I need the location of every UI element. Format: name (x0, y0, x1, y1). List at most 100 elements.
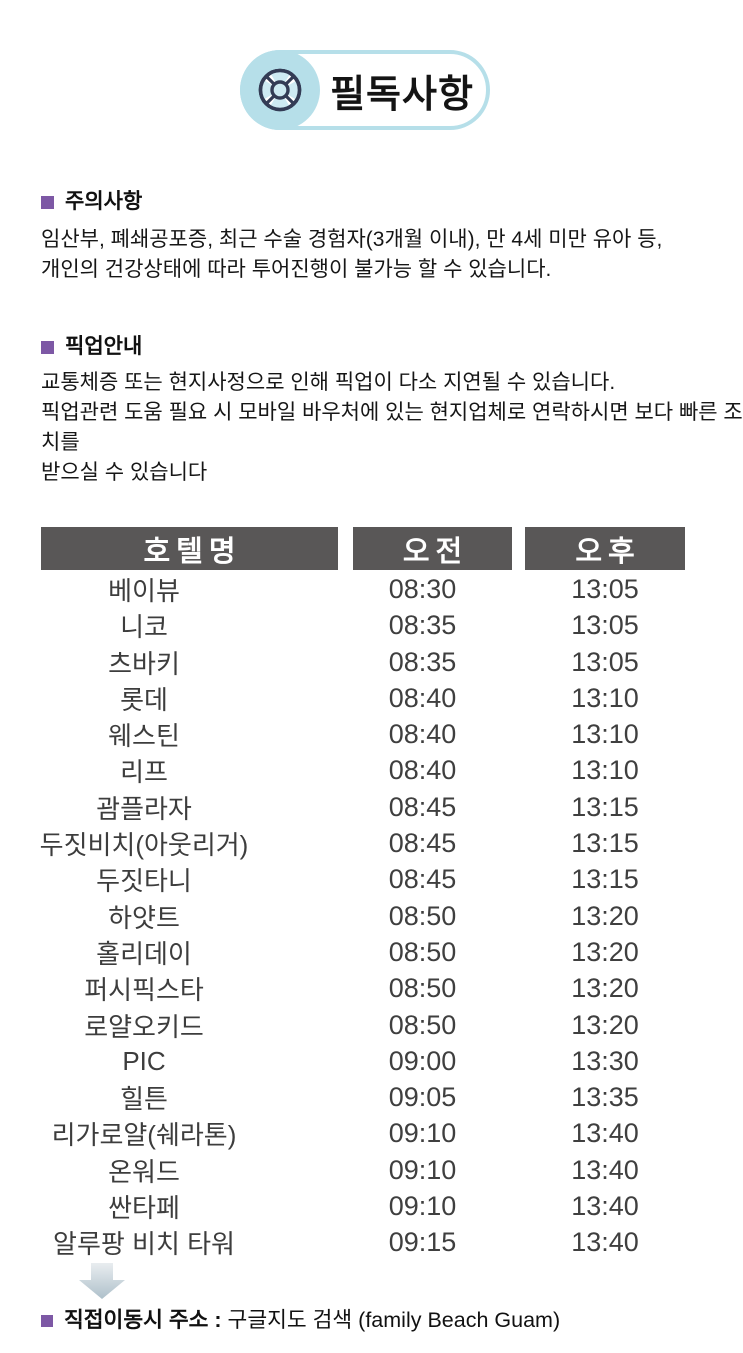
am-time-cell: 08:50 (388, 973, 457, 1004)
header-gap (512, 527, 525, 570)
pickup-table-body: 베이뷰 08:30 13:05 니코 08:35 13:05 츠바키 08:35… (39, 571, 687, 1261)
hotel-name-cell: 알루팡 비치 타워 (53, 1229, 235, 1260)
hotel-name-cell: 괌플라자 (96, 793, 192, 824)
caution-heading: 주의사항 (41, 190, 142, 214)
caution-line-1: 임산부, 폐쇄공포증, 최근 수술 경험자(3개월 이내), 만 4세 미만 유… (41, 228, 663, 251)
pm-time-cell: 13:05 (571, 574, 639, 604)
am-time-cell: 09:05 (388, 1082, 457, 1113)
pm-time-cell: 13:30 (571, 1045, 639, 1076)
pm-time-cell: 13:10 (571, 755, 639, 786)
header-am: 오전 (353, 527, 512, 570)
lifebuoy-icon (240, 50, 320, 130)
pm-time-cell: 13:20 (571, 1009, 639, 1040)
table-row: 두짓타니 08:45 13:15 (41, 861, 687, 897)
table-row: 리프 08:40 13:10 (41, 752, 687, 788)
pm-time-cell: 13:10 (571, 719, 639, 750)
pm-time-cell: 13:15 (571, 791, 639, 822)
address-value: 구글지도 검색 (family Beach Guam) (221, 1308, 561, 1332)
hotel-name-cell: 온워드 (108, 1156, 180, 1187)
table-row: 힐튼 09:05 13:35 (41, 1079, 687, 1115)
hotel-name-cell: 홀리데이 (96, 938, 192, 969)
pm-time-cell: 13:35 (571, 1082, 639, 1113)
am-time-cell: 09:10 (388, 1191, 457, 1222)
pm-time-cell: 13:40 (571, 1118, 639, 1149)
pickup-line-3: 받으실 수 있습니다 (41, 461, 208, 484)
table-row: 온워드 09:10 13:40 (41, 1152, 687, 1188)
pm-time-cell: 13:15 (571, 828, 639, 859)
address-text: 직접이동시 주소 : 구글지도 검색 (family Beach Guam) (64, 1306, 560, 1334)
badge-label: 필독사항 (330, 73, 474, 116)
caution-title: 주의사항 (65, 190, 143, 213)
am-time-cell: 09:10 (388, 1154, 457, 1185)
am-time-cell: 08:35 (388, 610, 457, 641)
hotel-name-cell: 싼타페 (108, 1193, 180, 1224)
hotel-name-cell: 로얄오키드 (84, 1011, 204, 1042)
caution-body: 임산부, 폐쇄공포증, 최근 수술 경험자(3개월 이내), 만 4세 미만 유… (41, 225, 662, 285)
pickup-line-1: 교통체증 또는 현지사정으로 인해 픽업이 다소 지연될 수 있습니다. (41, 371, 616, 394)
header-gap (338, 527, 353, 570)
hotel-name-cell: 힐튼 (120, 1084, 168, 1115)
bullet-square-icon (41, 1315, 53, 1327)
am-time-cell: 08:50 (388, 1009, 457, 1040)
bullet-square-icon (41, 341, 54, 354)
am-time-cell: 08:50 (388, 900, 457, 931)
hotel-name-cell: 퍼시픽스타 (84, 975, 204, 1006)
table-row: PIC 09:00 13:30 (41, 1043, 687, 1079)
caution-line-2: 개인의 건강상태에 따라 투어진행이 불가능 할 수 있습니다. (41, 258, 552, 281)
pm-time-cell: 13:20 (571, 973, 639, 1004)
table-row: 하얏트 08:50 13:20 (41, 898, 687, 934)
hotel-name-cell: 롯데 (120, 684, 168, 715)
table-row: 리가로얄(쉐라톤) 09:10 13:40 (41, 1115, 687, 1151)
table-row: 롯데 08:40 13:10 (41, 680, 687, 716)
am-time-cell: 08:45 (388, 791, 457, 822)
am-time-cell: 09:10 (388, 1118, 457, 1149)
am-time-cell: 08:30 (388, 574, 457, 604)
table-row: 퍼시픽스타 08:50 13:20 (41, 970, 687, 1006)
hotel-name-cell: PIC (122, 1045, 166, 1076)
table-row: 괌플라자 08:45 13:15 (41, 789, 687, 825)
bullet-square-icon (41, 196, 54, 209)
pickup-heading: 픽업안내 (41, 335, 142, 359)
hotel-name-cell: 하얏트 (108, 902, 180, 933)
pm-time-cell: 13:40 (571, 1154, 639, 1185)
hotel-name-cell: 츠바키 (108, 648, 180, 679)
table-row: 싼타페 09:10 13:40 (41, 1188, 687, 1224)
hotel-name-cell: 웨스틴 (108, 721, 180, 752)
hotel-name-cell: 두짓비치(아웃리거) (39, 830, 249, 861)
pickup-line-2: 픽업관련 도움 필요 시 모바일 바우처에 있는 현지업체로 연락하시면 보다 … (41, 401, 743, 454)
header-hotel: 호텔명 (41, 527, 338, 570)
pm-time-cell: 13:15 (571, 864, 639, 895)
lifebuoy-icon-svg (258, 68, 302, 112)
am-time-cell: 08:40 (388, 755, 457, 786)
pickup-table-header: 호텔명 오전 오후 (41, 527, 687, 570)
hotel-name-cell: 리프 (120, 757, 168, 788)
hotel-name-cell: 리가로얄(쉐라톤) (51, 1120, 237, 1151)
table-row: 웨스틴 08:40 13:10 (41, 716, 687, 752)
pm-time-cell: 13:40 (571, 1227, 639, 1258)
am-time-cell: 08:40 (388, 719, 457, 750)
am-time-cell: 08:45 (388, 828, 457, 859)
pickup-body: 교통체증 또는 현지사정으로 인해 픽업이 다소 지연될 수 있습니다. 픽업관… (41, 368, 743, 488)
address-label: 직접이동시 주소 : (64, 1308, 222, 1332)
hotel-name-cell: 니코 (120, 612, 168, 643)
table-row: 홀리데이 08:50 13:20 (41, 934, 687, 970)
am-time-cell: 08:40 (388, 682, 457, 713)
pickup-title: 픽업안내 (65, 335, 143, 358)
am-time-cell: 09:15 (388, 1227, 457, 1258)
am-time-cell: 08:45 (388, 864, 457, 895)
table-row: 베이뷰 08:30 13:05 (41, 571, 687, 607)
table-row: 니코 08:35 13:05 (41, 607, 687, 643)
pm-time-cell: 13:05 (571, 610, 639, 641)
am-time-cell: 08:50 (388, 936, 457, 967)
header-pm: 오후 (525, 527, 685, 570)
hotel-name-cell: 두짓타니 (96, 866, 192, 897)
pm-time-cell: 13:10 (571, 682, 639, 713)
must-read-badge: 필독사항 (240, 50, 490, 130)
table-row: 츠바키 08:35 13:05 (41, 644, 687, 680)
pm-time-cell: 13:05 (571, 646, 639, 677)
table-row: 두짓비치(아웃리거) 08:45 13:15 (39, 825, 687, 861)
pm-time-cell: 13:20 (571, 900, 639, 931)
down-arrow-icon (79, 1263, 125, 1299)
am-time-cell: 08:35 (388, 646, 457, 677)
